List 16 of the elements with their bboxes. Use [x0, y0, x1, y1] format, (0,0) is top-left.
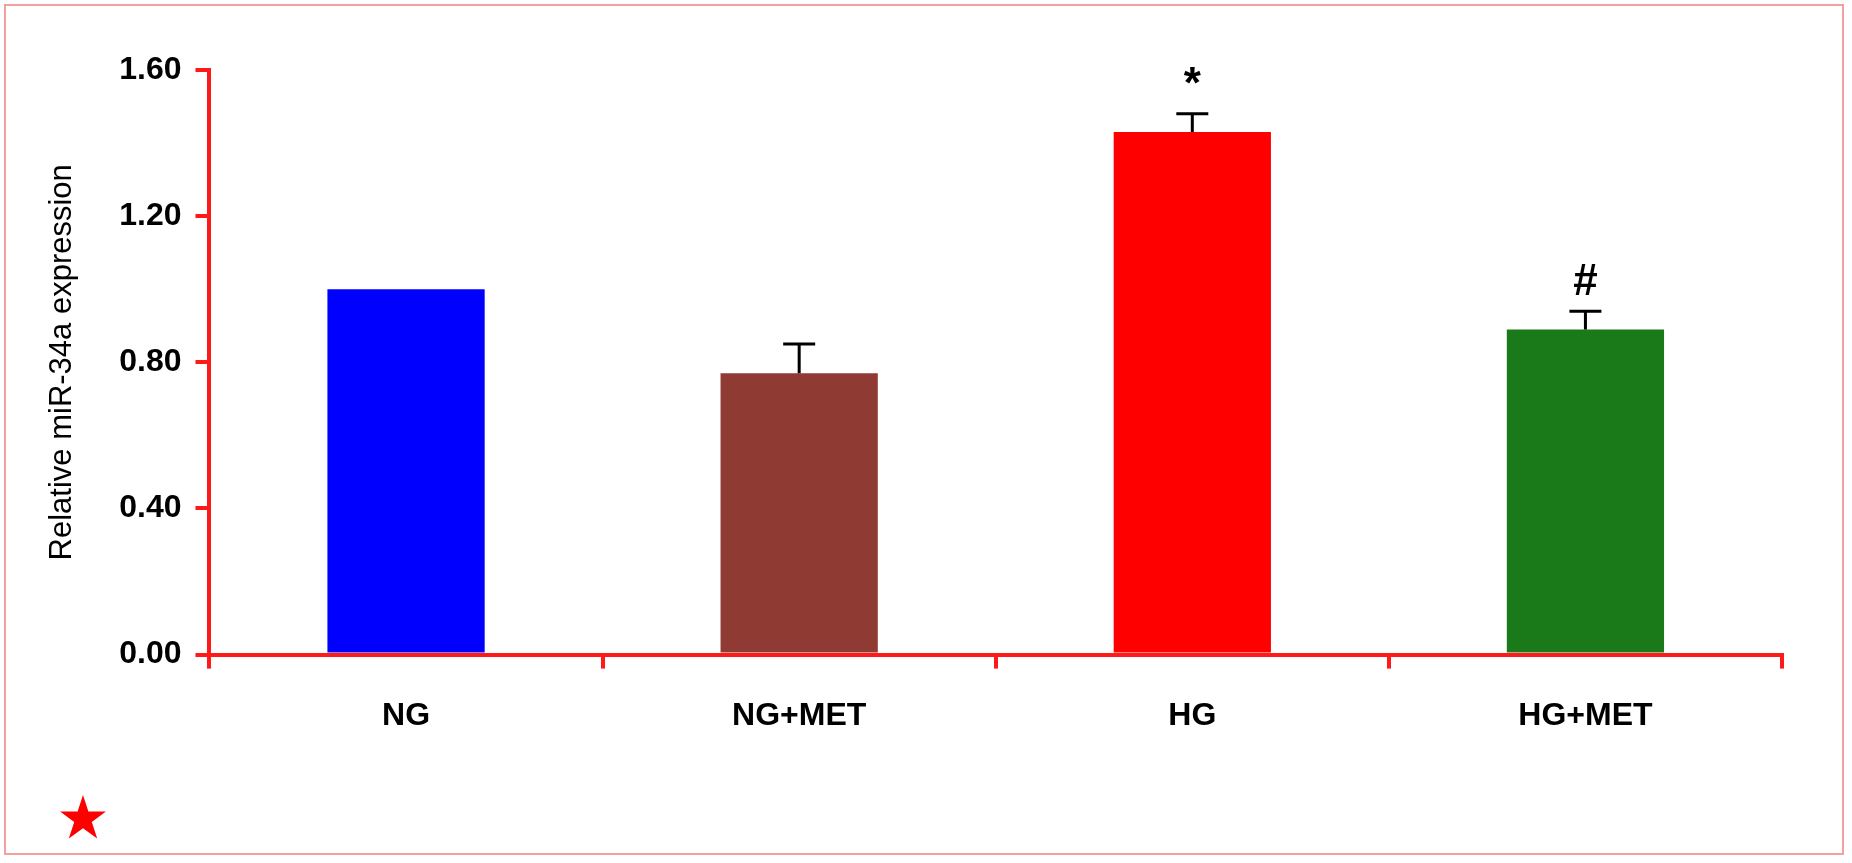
- y-tick-label: 1.60: [119, 49, 182, 86]
- x-tick-label: HG+MET: [1518, 695, 1654, 732]
- x-tick-label: NG+MET: [732, 695, 867, 732]
- bar: [1113, 132, 1271, 653]
- x-tick-label: NG: [382, 695, 431, 732]
- y-tick-label: 0.40: [119, 488, 182, 525]
- x-tick-label: HG: [1168, 695, 1217, 732]
- y-tick-label: 1.20: [119, 195, 182, 232]
- y-tick-label: 0.00: [119, 634, 182, 671]
- bar: [1506, 329, 1665, 653]
- y-axis-title: Relative miR-34a expression: [43, 164, 79, 561]
- y-tick-label: 0.80: [119, 342, 182, 379]
- annotation: #: [1573, 255, 1598, 305]
- annotation: *: [1183, 57, 1202, 107]
- bar: [327, 289, 485, 653]
- bar: [720, 373, 878, 653]
